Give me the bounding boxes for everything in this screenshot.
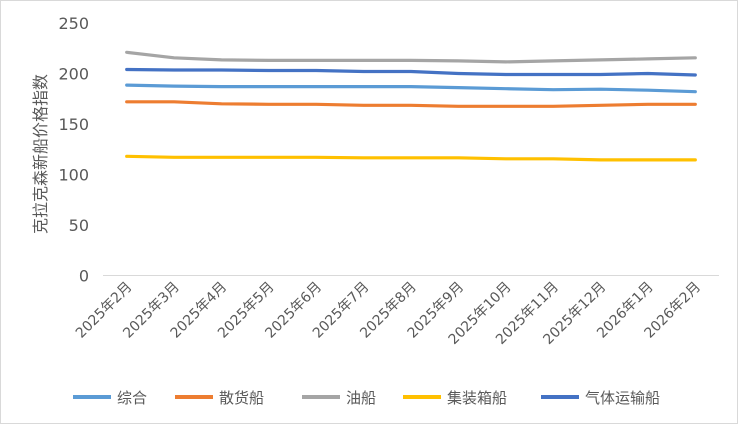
y-tick-label: 200 [58,65,89,84]
y-tick-label: 150 [58,115,89,134]
series-line-3 [125,154,697,162]
y-axis-label: 克拉克森新船价格指数 [31,74,50,234]
series-lines [125,50,697,162]
x-axis-ticks: 2025年2月2025年3月2025年4月2025年5月2025年6月2025年… [73,279,704,348]
y-axis-ticks: 0 50 100 150 200 250 [58,14,89,286]
y-tick-label: 250 [58,14,89,33]
legend-label: 集装箱船 [447,389,507,407]
legend-label: 气体运输船 [585,389,660,407]
series-line-2 [125,50,697,64]
series-line-4 [125,67,697,77]
legend: 综合 散货船 油船 集装箱船 气体运输船 [73,389,660,407]
y-tick-label: 0 [79,267,89,286]
y-tick-label: 100 [58,166,89,185]
y-tick-label: 50 [69,216,89,235]
series-line-0 [125,83,697,94]
series-line-1 [125,100,697,108]
legend-label: 油船 [346,389,376,407]
legend-label: 散货船 [219,389,264,407]
legend-label: 综合 [117,389,147,407]
